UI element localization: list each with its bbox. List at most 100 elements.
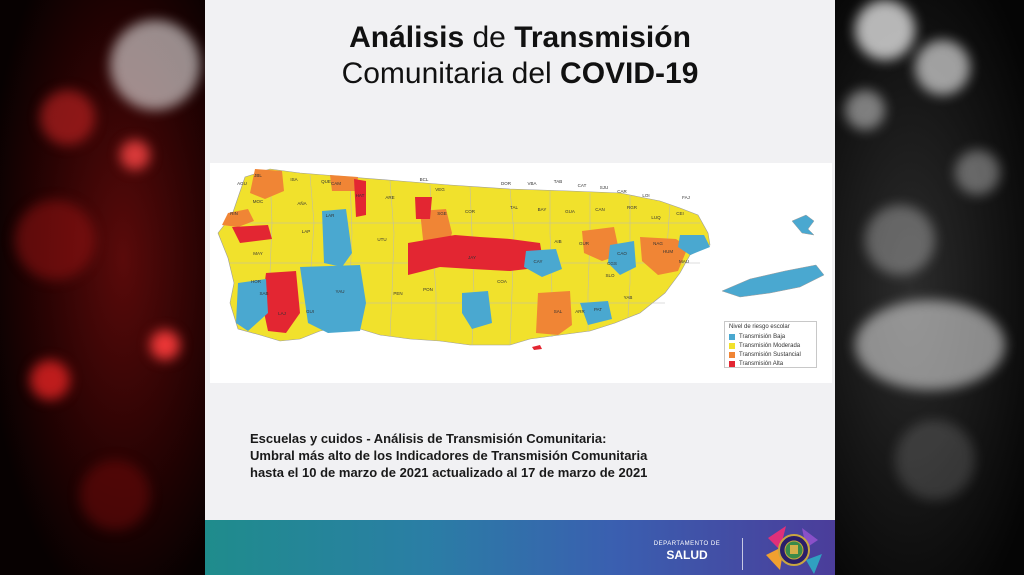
legend-item-low: Transmisión Baja bbox=[729, 332, 812, 341]
municipality-label-luq: LUQ bbox=[651, 215, 661, 220]
right-background bbox=[835, 0, 1024, 575]
municipality-label-tab: TAB bbox=[554, 179, 562, 184]
caption-line-2: Umbral más alto de los Indicadores de Tr… bbox=[250, 448, 648, 463]
municipality-label-cei: CEI bbox=[676, 211, 684, 216]
municipality-label-aib: AIB bbox=[554, 239, 561, 244]
municipality-label-jay: JAY bbox=[468, 255, 476, 260]
municipality-label-sab: SAB bbox=[259, 291, 268, 296]
municipality-label-bcl: BCL bbox=[420, 177, 429, 182]
municipality-label-sju: SJU bbox=[600, 185, 609, 190]
municipality-label-cam: CAM bbox=[331, 181, 341, 186]
municipality-label-tal: TAL bbox=[510, 205, 518, 210]
region-pan bbox=[236, 279, 268, 331]
legend-swatch-moderate bbox=[729, 342, 735, 349]
region-jbl bbox=[250, 169, 284, 199]
municipality-label-bay: BAY bbox=[538, 207, 547, 212]
municipality-label-lar: LAR bbox=[326, 213, 336, 218]
municipality-label-laj: LAJ bbox=[278, 311, 286, 316]
puerto-rico-map: JBL ISA QUE CAM HAT ARE BCL DOR VBA TAB CAT SJU CAR L… bbox=[217, 168, 825, 350]
municipality-label-hat: HAT bbox=[356, 193, 365, 198]
municipality-label-vba: VBA bbox=[527, 181, 536, 186]
left-background bbox=[0, 0, 205, 575]
municipality-label-sge: SGE bbox=[437, 211, 447, 216]
region-cay bbox=[524, 249, 562, 277]
region-cam bbox=[330, 175, 358, 191]
municipality-label-veg: VEG bbox=[435, 187, 445, 192]
title-bold-1: Análisis bbox=[349, 21, 465, 54]
map-caption: Escuelas y cuidos - Análisis de Transmis… bbox=[250, 430, 810, 481]
municipality-label-yab: YAB bbox=[624, 295, 633, 300]
title-thin-2: Comunitaria del bbox=[341, 57, 552, 90]
region-bcl bbox=[415, 197, 432, 219]
municipality-label-cat: CAT bbox=[578, 183, 587, 188]
municipality-label-lap: LAP bbox=[302, 229, 311, 234]
region-moc bbox=[222, 209, 254, 227]
slide: Análisis de Transmisión Comunitaria del … bbox=[205, 0, 835, 575]
government-seal-icon bbox=[766, 526, 822, 574]
vieques-island bbox=[721, 264, 825, 298]
caption-line-3: hasta el 10 de marzo de 2021 actualizado… bbox=[250, 465, 648, 480]
map-legend: Nivel de riesgo escolar Transmisión Baja… bbox=[724, 321, 817, 368]
municipality-label-mau: MAU bbox=[679, 259, 689, 264]
municipality-label-nag: NAG bbox=[653, 241, 663, 246]
region-pat bbox=[580, 301, 612, 325]
legend-swatch-low bbox=[729, 333, 735, 340]
municipality-label-can: CAN bbox=[595, 207, 605, 212]
title-bold-2: Transmisión bbox=[514, 21, 691, 54]
municipality-label-car: CAR bbox=[617, 189, 627, 194]
title-thin-1: de bbox=[472, 21, 506, 54]
municipality-label-arr: ARR bbox=[575, 309, 585, 314]
municipality-label-hor: HOR bbox=[251, 279, 262, 284]
municipality-label-cor: COR bbox=[465, 209, 476, 214]
legend-swatch-high bbox=[729, 360, 735, 367]
municipality-label-sal: SAL bbox=[554, 309, 563, 314]
culebra-island bbox=[791, 214, 815, 236]
footer-separator bbox=[742, 538, 743, 570]
region-hum bbox=[640, 237, 688, 275]
legend-item-high: Transmisión Alta bbox=[729, 359, 812, 368]
dept-line-1: DEPARTAMENTO DE bbox=[653, 541, 721, 547]
municipality-label-cao: CAO bbox=[617, 251, 627, 256]
region-sgr bbox=[262, 271, 300, 333]
region-sal bbox=[536, 291, 572, 335]
municipality-label-utu: UTU bbox=[377, 237, 386, 242]
municipality-label-moc: MOC bbox=[253, 199, 264, 204]
dept-line-2: SALUD bbox=[666, 548, 708, 562]
region-mau bbox=[678, 235, 710, 255]
municipality-label-dor: DOR bbox=[501, 181, 512, 186]
municipality-label-pat: PAT bbox=[594, 307, 602, 312]
region-lar bbox=[322, 209, 352, 267]
municipality-label-faj: FAJ bbox=[682, 195, 690, 200]
municipality-label-gua: GUA bbox=[565, 209, 575, 214]
municipality-label-cay: CAY bbox=[534, 259, 543, 264]
municipality-label-slo: SLO bbox=[605, 273, 615, 278]
legend-item-substantial: Transmisión Sustancial bbox=[729, 350, 812, 359]
title-bold-3: COVID-19 bbox=[560, 57, 699, 90]
municipality-label-are: ARE bbox=[385, 195, 394, 200]
region-sg bbox=[462, 291, 492, 329]
legend-item-moderate: Transmisión Moderada bbox=[729, 341, 812, 350]
municipality-label-pon: PON bbox=[423, 287, 433, 292]
department-logo-text: DEPARTAMENTO DE SALUD bbox=[642, 540, 732, 562]
municipality-label-agu: AGU bbox=[237, 181, 247, 186]
municipality-label-gur: GUR bbox=[579, 241, 590, 246]
region-central-red bbox=[408, 235, 544, 275]
municipality-label-loi: LOI bbox=[642, 193, 649, 198]
municipality-label-may: MAY bbox=[253, 251, 262, 256]
municipality-label-cgs: CGS bbox=[607, 261, 617, 266]
region-cgs bbox=[608, 241, 636, 275]
municipality-label-yau: YAU bbox=[336, 289, 345, 294]
municipality-label-que: QUE bbox=[321, 179, 331, 184]
municipality-label-jbl: JBL bbox=[254, 173, 262, 178]
municipality-label-coa: COA bbox=[497, 279, 507, 284]
region-gui bbox=[300, 265, 366, 333]
legend-swatch-substantial bbox=[729, 351, 735, 358]
region-maunabo-range bbox=[232, 225, 272, 243]
legend-label-high: Transmisión Alta bbox=[739, 360, 784, 367]
municipality-label-isa: ISA bbox=[290, 177, 297, 182]
municipality-label-hum: HUM bbox=[663, 249, 673, 254]
map-panel: JBL ISA QUE CAM HAT ARE BCL DOR VBA TAB CAT SJU CAR L… bbox=[210, 163, 832, 383]
municipality-labels: JBL ISA QUE CAM HAT ARE BCL DOR VBA TAB CAT SJU CAR L… bbox=[230, 173, 690, 316]
municipality-label-rgr: RGR bbox=[627, 205, 638, 210]
municipality-label-pen: PEN bbox=[393, 291, 402, 296]
